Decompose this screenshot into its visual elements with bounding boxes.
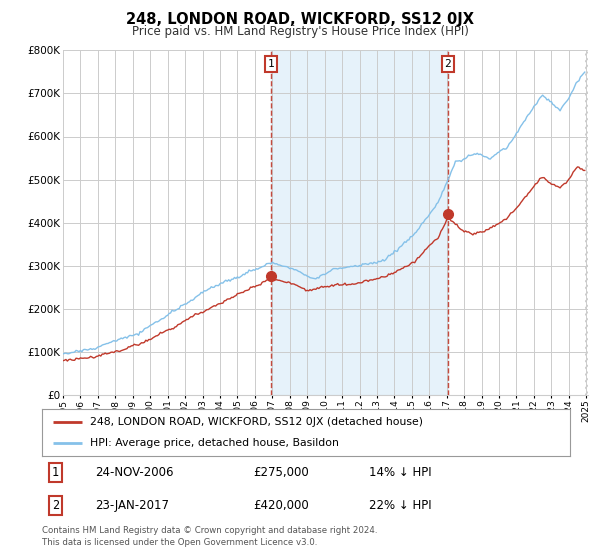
Bar — [271, 50, 448, 395]
Text: 14% ↓ HPI: 14% ↓ HPI — [370, 465, 432, 479]
Text: Contains HM Land Registry data © Crown copyright and database right 2024.
This d: Contains HM Land Registry data © Crown c… — [42, 526, 377, 547]
Bar — [585, 50, 589, 395]
Bar — [448, 50, 588, 395]
Text: 2: 2 — [445, 59, 451, 69]
Text: £420,000: £420,000 — [253, 498, 309, 512]
Text: 248, LONDON ROAD, WICKFORD, SS12 0JX (detached house): 248, LONDON ROAD, WICKFORD, SS12 0JX (de… — [89, 417, 422, 427]
Text: HPI: Average price, detached house, Basildon: HPI: Average price, detached house, Basi… — [89, 438, 338, 448]
Text: 23-JAN-2017: 23-JAN-2017 — [95, 498, 169, 512]
Text: 2: 2 — [52, 498, 59, 512]
Text: 24-NOV-2006: 24-NOV-2006 — [95, 465, 173, 479]
Text: 22% ↓ HPI: 22% ↓ HPI — [370, 498, 432, 512]
Text: 1: 1 — [268, 59, 274, 69]
Text: 1: 1 — [52, 465, 59, 479]
Text: £275,000: £275,000 — [253, 465, 309, 479]
Text: Price paid vs. HM Land Registry's House Price Index (HPI): Price paid vs. HM Land Registry's House … — [131, 25, 469, 38]
Text: 248, LONDON ROAD, WICKFORD, SS12 0JX: 248, LONDON ROAD, WICKFORD, SS12 0JX — [126, 12, 474, 27]
